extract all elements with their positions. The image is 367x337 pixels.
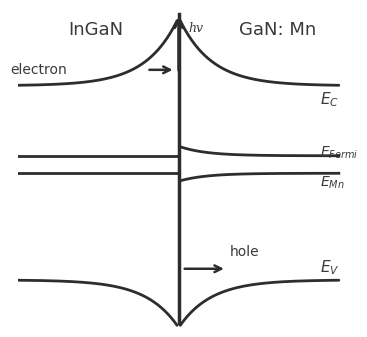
Text: GaN: Mn: GaN: Mn [239, 21, 317, 39]
Text: $E_{Fermi}$: $E_{Fermi}$ [320, 144, 358, 161]
Text: hv: hv [188, 22, 203, 35]
Text: InGaN: InGaN [68, 21, 123, 39]
Text: electron: electron [10, 63, 66, 77]
Text: hole: hole [230, 245, 259, 259]
Text: $E_{Mn}$: $E_{Mn}$ [320, 175, 344, 191]
Text: $E_V$: $E_V$ [320, 258, 339, 277]
Text: $E_C$: $E_C$ [320, 91, 339, 110]
